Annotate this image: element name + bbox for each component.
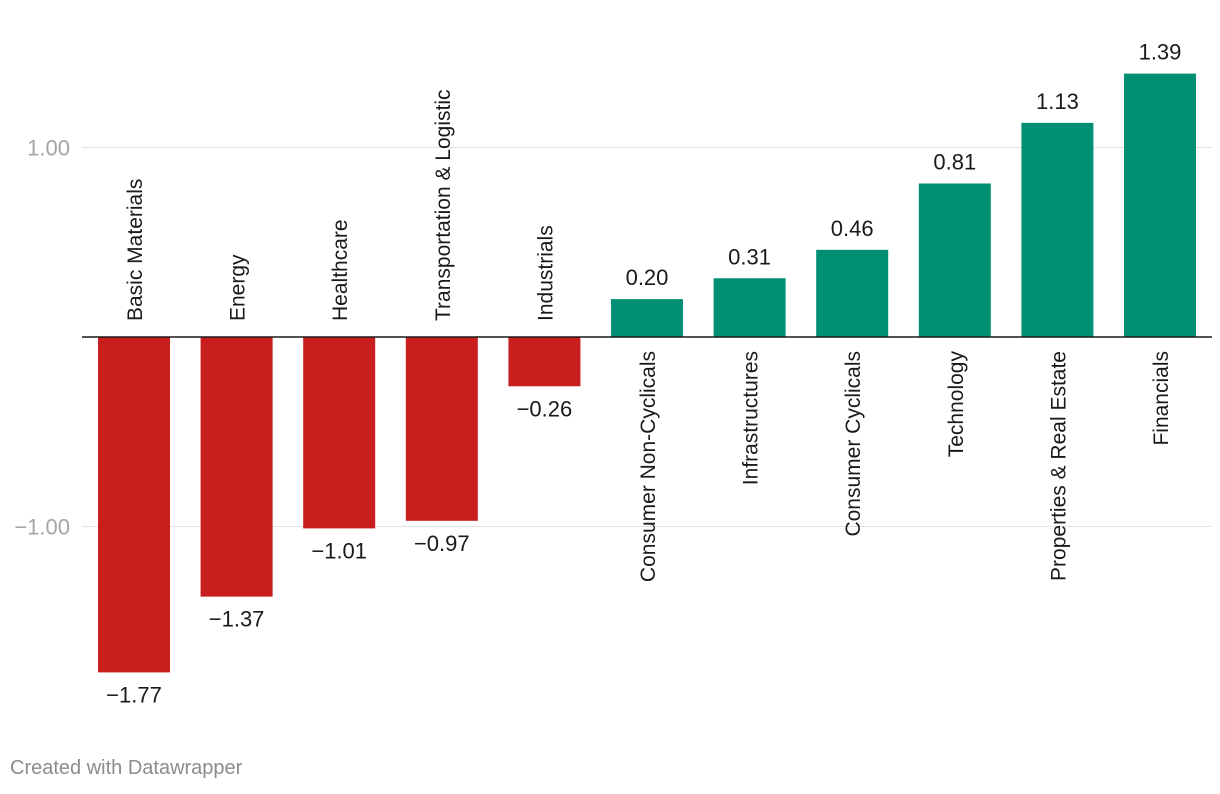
value-label: 0.81 [933,150,976,175]
bar [1124,73,1196,337]
category-label: Consumer Cyclicals [842,351,865,537]
category-label: Basic Materials [124,179,147,321]
category-label: Technology [945,351,968,458]
category-label: Industrials [534,225,557,321]
bar [508,337,581,387]
bar [303,337,376,529]
footer-credit: Created with Datawrapper [10,757,243,779]
bar [918,183,991,337]
category-label: Energy [227,254,250,321]
bar [405,337,478,521]
bar [611,299,683,337]
category-label: Infrastructures [740,351,763,485]
value-label: 1.13 [1036,89,1079,114]
category-label: Properties & Real Estate [1047,351,1070,581]
category-label: Healthcare [329,219,352,321]
value-label: 0.31 [728,244,771,269]
value-label: −1.01 [311,538,367,563]
category-labels: Basic Materials Energy Healthcare Transport… [124,89,1173,582]
y-tick-label: −1.00 [14,515,70,540]
bar [98,337,170,673]
bar [816,249,889,337]
value-label: −0.97 [414,531,470,556]
y-tick-label: 1.00 [27,136,70,161]
bar [713,278,786,337]
category-label: Transportation & Logistic [432,89,455,321]
category-label: Consumer Non-Cyclicals [637,351,660,582]
y-axis-tick-labels: 1.00 −1.00 [14,136,70,540]
value-label: 0.46 [831,216,874,241]
value-label: 0.20 [626,265,669,290]
value-label: −1.77 [106,682,162,707]
bar [200,337,273,597]
bars [98,73,1196,673]
value-label: −0.26 [517,396,573,421]
value-label: 1.39 [1139,40,1182,65]
bar [1021,122,1094,338]
category-label: Financials [1150,351,1173,446]
value-labels: −1.77 −1.37 −1.01 −0.97 −0.26 0.20 0.31 0.46 0.8… [106,40,1181,708]
value-label: −1.37 [209,607,265,632]
